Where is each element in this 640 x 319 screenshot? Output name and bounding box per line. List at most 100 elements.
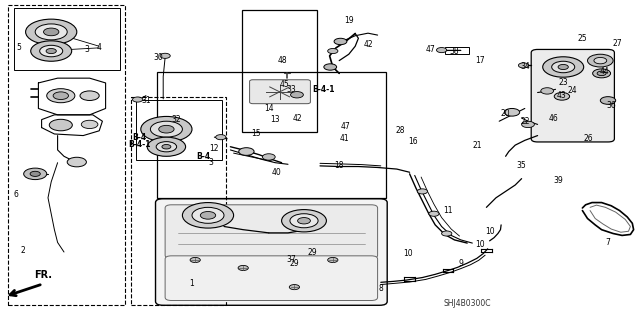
Circle shape [200, 211, 216, 219]
Circle shape [47, 89, 75, 103]
Circle shape [190, 257, 200, 263]
Circle shape [182, 203, 234, 228]
Text: 22: 22 [520, 117, 529, 126]
Text: 37: 37 [286, 256, 296, 264]
Text: 47: 47 [340, 122, 351, 130]
Circle shape [239, 148, 254, 155]
Bar [445, 47, 469, 54]
Circle shape [282, 210, 326, 232]
Text: 4: 4 [97, 43, 102, 52]
Text: 3: 3 [84, 45, 89, 54]
Bar [242, 10, 317, 132]
Text: 47: 47 [425, 45, 435, 54]
Text: 15: 15 [251, 130, 261, 138]
Circle shape [504, 108, 520, 116]
FancyBboxPatch shape [156, 199, 387, 305]
Text: 18: 18 [335, 161, 344, 170]
Text: 2: 2 [20, 246, 25, 255]
Circle shape [328, 48, 338, 54]
Text: 10: 10 [484, 227, 495, 236]
Text: 10: 10 [403, 249, 413, 258]
Text: 42: 42 [292, 114, 303, 122]
Circle shape [436, 48, 447, 53]
Circle shape [46, 48, 56, 54]
Text: 27: 27 [612, 39, 623, 48]
Text: 19: 19 [344, 16, 354, 25]
Circle shape [597, 71, 606, 76]
Text: 39: 39 [553, 176, 563, 185]
Text: 46: 46 [548, 114, 559, 122]
Circle shape [600, 97, 616, 104]
Circle shape [160, 53, 170, 58]
Circle shape [552, 61, 575, 73]
Text: B-4-1: B-4-1 [312, 85, 335, 94]
Text: 40: 40 [271, 168, 282, 177]
Text: 30: 30 [154, 53, 164, 62]
Text: 28: 28 [396, 126, 404, 135]
Text: 38: 38 [449, 47, 460, 56]
Circle shape [291, 92, 303, 98]
Bar [157, 72, 386, 198]
Text: B-4-1: B-4-1 [128, 140, 151, 149]
Circle shape [35, 24, 67, 40]
Text: 44: 44 [600, 67, 610, 76]
Bar [136, 100, 222, 160]
Text: 14: 14 [264, 104, 274, 113]
Text: 8: 8 [378, 284, 383, 293]
Text: 16: 16 [408, 137, 418, 146]
Text: 42: 42 [363, 40, 373, 49]
Text: 13: 13 [270, 115, 280, 124]
Circle shape [141, 116, 192, 142]
Text: 32: 32 [171, 115, 181, 124]
Circle shape [588, 54, 613, 67]
Text: 23: 23 [558, 78, 568, 87]
Circle shape [132, 97, 143, 102]
Circle shape [429, 211, 439, 216]
Text: 31: 31 [141, 96, 151, 105]
Circle shape [216, 135, 226, 140]
Text: 29: 29 [307, 248, 317, 256]
Circle shape [262, 154, 275, 160]
Text: FR.: FR. [34, 270, 52, 280]
Circle shape [518, 63, 529, 68]
Text: 25: 25 [577, 34, 588, 43]
Circle shape [31, 41, 72, 61]
Circle shape [558, 64, 568, 70]
FancyBboxPatch shape [165, 256, 378, 300]
Circle shape [334, 38, 347, 45]
Circle shape [442, 231, 452, 236]
Bar [131, 97, 226, 305]
Circle shape [289, 285, 300, 290]
Text: 34: 34 [520, 63, 530, 71]
Circle shape [543, 57, 584, 77]
Circle shape [40, 45, 63, 57]
Circle shape [594, 57, 607, 64]
Text: 17: 17 [475, 56, 485, 65]
Text: 3: 3 [209, 158, 214, 167]
Circle shape [417, 189, 428, 194]
Circle shape [192, 207, 224, 223]
Text: 26: 26 [584, 134, 594, 143]
FancyBboxPatch shape [531, 49, 614, 142]
Text: 36: 36 [606, 101, 616, 110]
Text: 45: 45 [280, 80, 290, 89]
Text: 43: 43 [557, 91, 567, 100]
Text: 9: 9 [458, 259, 463, 268]
Text: 41: 41 [339, 134, 349, 143]
Text: 29: 29 [289, 259, 300, 268]
Text: 20: 20 [500, 109, 511, 118]
Circle shape [593, 69, 611, 78]
Text: 24: 24 [568, 86, 578, 95]
Circle shape [49, 119, 72, 131]
Circle shape [328, 257, 338, 263]
Text: 1: 1 [189, 279, 195, 288]
Circle shape [290, 214, 318, 228]
Text: 7: 7 [605, 238, 611, 247]
Text: 12: 12 [210, 144, 219, 153]
Text: 21: 21 [472, 141, 481, 150]
Text: B-4: B-4 [196, 152, 211, 161]
Circle shape [80, 91, 99, 100]
Circle shape [81, 120, 98, 129]
Bar [8, 5, 125, 305]
Text: 48: 48 [278, 56, 288, 65]
